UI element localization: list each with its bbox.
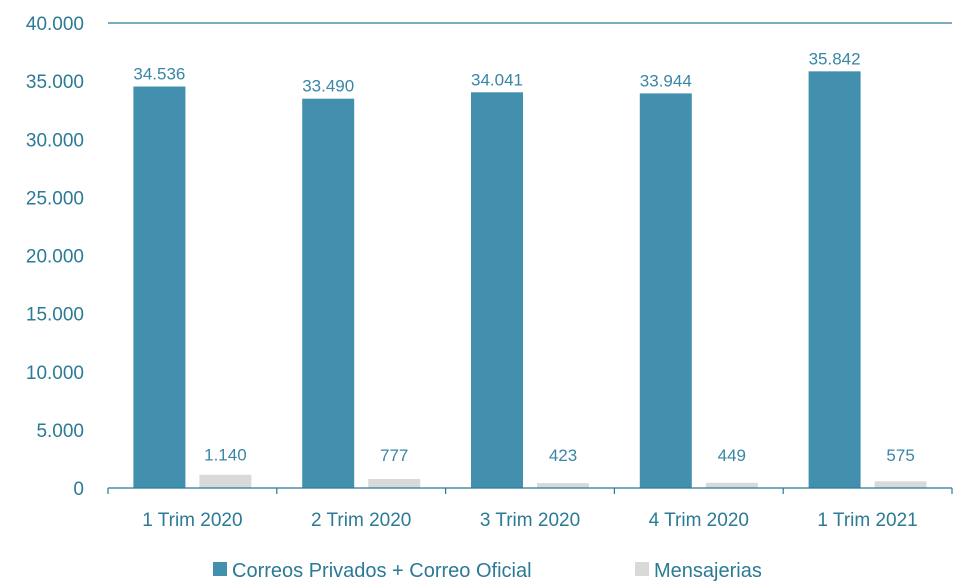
y-tick-label: 20.000 — [26, 247, 84, 268]
x-tick-label: 1 Trim 2020 — [142, 510, 242, 531]
data-label: 33.944 — [640, 71, 692, 90]
x-tick-label: 3 Trim 2020 — [480, 510, 580, 531]
x-tick-label: 4 Trim 2020 — [649, 510, 749, 531]
bar-group: 35.842 575 — [808, 49, 927, 489]
bar-correos — [133, 86, 186, 489]
data-label: 33.490 — [302, 77, 354, 96]
data-label: 1.140 — [204, 446, 247, 465]
x-tick-label: 1 Trim 2021 — [817, 510, 917, 531]
bar-group: 33.944 449 — [639, 71, 758, 488]
y-tick-label: 0 — [73, 479, 84, 500]
bar-mensajerias — [874, 481, 927, 488]
y-axis: 0 5.000 10.000 15.000 20.000 25.000 30.000 35.0… — [26, 14, 952, 500]
y-tick-label: 25.000 — [26, 188, 84, 209]
bar-group: 33.490 777 — [302, 77, 421, 489]
data-label: 34.536 — [133, 65, 185, 84]
data-label: 423 — [549, 446, 577, 465]
y-tick-label: 30.000 — [26, 130, 84, 151]
x-tick-label: 2 Trim 2020 — [311, 510, 411, 531]
bar-correos — [471, 92, 523, 488]
bar-mensajerias — [537, 483, 589, 488]
legend-label: Mensajerias — [654, 560, 762, 582]
bar-correos — [808, 71, 861, 489]
x-axis: 1 Trim 2020 2 Trim 2020 3 Trim 2020 4 Trim … — [107, 487, 953, 531]
bar-group: 34.536 1.140 — [133, 65, 252, 489]
bar-group: 34.041 423 — [471, 70, 589, 488]
bar-mensajerias — [705, 482, 758, 488]
y-tick-label: 15.000 — [26, 305, 84, 326]
bar-correos — [639, 93, 692, 488]
bar-correos — [302, 98, 355, 489]
data-label: 34.041 — [471, 70, 523, 89]
data-label: 449 — [718, 446, 746, 465]
legend-swatch — [213, 562, 227, 576]
bar-mensajerias — [199, 474, 252, 488]
y-tick-label: 40.000 — [26, 14, 84, 35]
y-tick-label: 35.000 — [26, 72, 84, 93]
bar-mensajerias — [368, 478, 421, 488]
legend: Correos Privados + Correo Oficial Mensaje… — [213, 560, 762, 582]
bars: 34.536 1.140 33.490 777 34.041 423 33.944 449 35… — [133, 49, 927, 489]
data-label: 777 — [380, 446, 408, 465]
y-tick-label: 10.000 — [26, 363, 84, 384]
data-label: 575 — [886, 446, 914, 465]
y-tick-label: 5.000 — [36, 421, 84, 442]
legend-swatch — [635, 562, 649, 576]
data-label: 35.842 — [809, 49, 861, 68]
legend-label: Correos Privados + Correo Oficial — [232, 560, 532, 582]
